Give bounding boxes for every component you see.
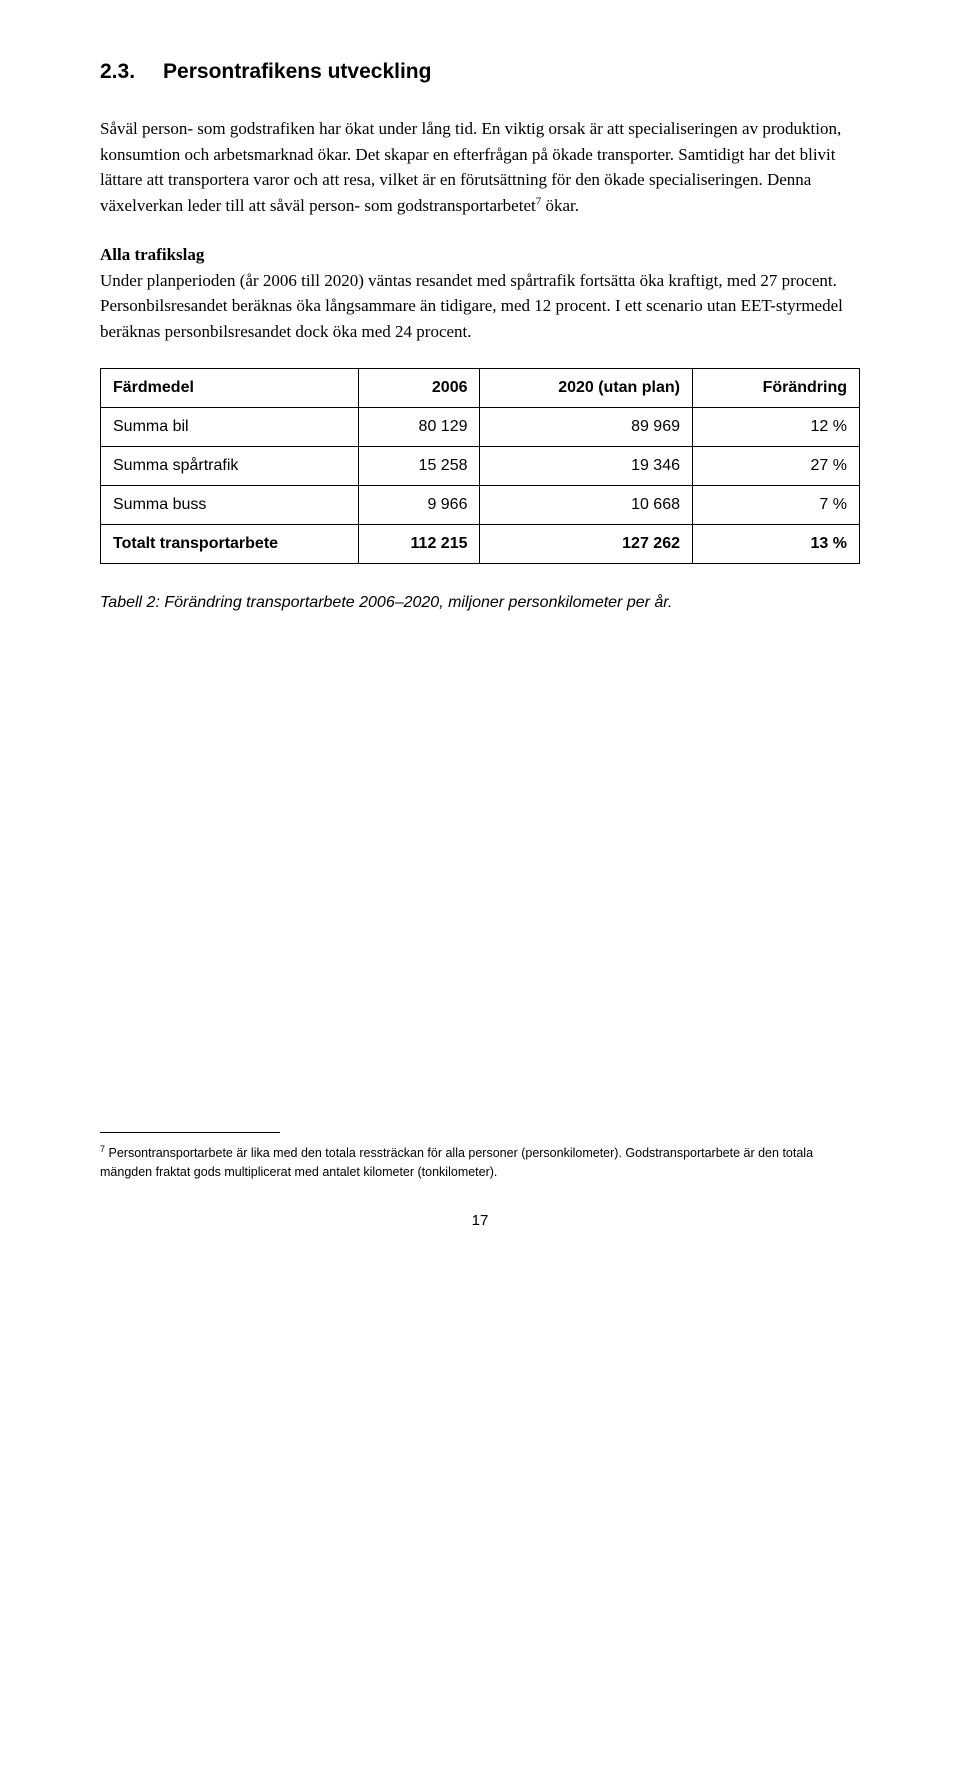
- cell-change: 13 %: [693, 525, 860, 564]
- cell-change: 7 %: [693, 486, 860, 525]
- cell-label: Summa buss: [101, 486, 359, 525]
- cell-label: Totalt transportarbete: [101, 525, 359, 564]
- transport-table-wrap: Färdmedel 2006 2020 (utan plan) Förändri…: [100, 368, 860, 564]
- cell-2020: 10 668: [480, 486, 693, 525]
- col-header-2020: 2020 (utan plan): [480, 369, 693, 408]
- section-title: Persontrafikens utveckling: [163, 60, 431, 83]
- paragraph-2-block: Alla trafikslag Under planperioden (år 2…: [100, 242, 860, 344]
- subheading-alla-trafikslag: Alla trafikslag: [100, 245, 204, 264]
- cell-2006: 15 258: [359, 447, 480, 486]
- col-header-2006: 2006: [359, 369, 480, 408]
- table-row: Summa spårtrafik 15 258 19 346 27 %: [101, 447, 860, 486]
- section-heading: 2.3. Persontrafikens utveckling: [100, 60, 860, 84]
- transport-table: Färdmedel 2006 2020 (utan plan) Förändri…: [100, 368, 860, 564]
- footnote-7: 7 Persontransportarbete är lika med den …: [100, 1143, 860, 1182]
- cell-2006: 112 215: [359, 525, 480, 564]
- cell-2020: 89 969: [480, 408, 693, 447]
- col-header-forandring: Förändring: [693, 369, 860, 408]
- cell-2006: 80 129: [359, 408, 480, 447]
- cell-label: Summa bil: [101, 408, 359, 447]
- footnote-text: Persontransportarbete är lika med den to…: [100, 1146, 813, 1179]
- paragraph-2-text: Under planperioden (år 2006 till 2020) v…: [100, 271, 843, 341]
- paragraph-1-tail: ökar.: [541, 196, 579, 215]
- paragraph-1-text: Såväl person- som godstrafiken har ökat …: [100, 119, 841, 215]
- cell-change: 12 %: [693, 408, 860, 447]
- page-number: 17: [100, 1212, 860, 1229]
- table-header-row: Färdmedel 2006 2020 (utan plan) Förändri…: [101, 369, 860, 408]
- table-caption: Tabell 2: Förändring transportarbete 200…: [100, 594, 860, 612]
- table-row-total: Totalt transportarbete 112 215 127 262 1…: [101, 525, 860, 564]
- table-body: Summa bil 80 129 89 969 12 % Summa spårt…: [101, 408, 860, 564]
- table-row: Summa bil 80 129 89 969 12 %: [101, 408, 860, 447]
- paragraph-1: Såväl person- som godstrafiken har ökat …: [100, 116, 860, 218]
- section-number: 2.3.: [100, 60, 135, 84]
- table-row: Summa buss 9 966 10 668 7 %: [101, 486, 860, 525]
- cell-2020: 19 346: [480, 447, 693, 486]
- col-header-fardmedel: Färdmedel: [101, 369, 359, 408]
- cell-label: Summa spårtrafik: [101, 447, 359, 486]
- footnote-separator: [100, 1132, 280, 1133]
- cell-change: 27 %: [693, 447, 860, 486]
- cell-2006: 9 966: [359, 486, 480, 525]
- cell-2020: 127 262: [480, 525, 693, 564]
